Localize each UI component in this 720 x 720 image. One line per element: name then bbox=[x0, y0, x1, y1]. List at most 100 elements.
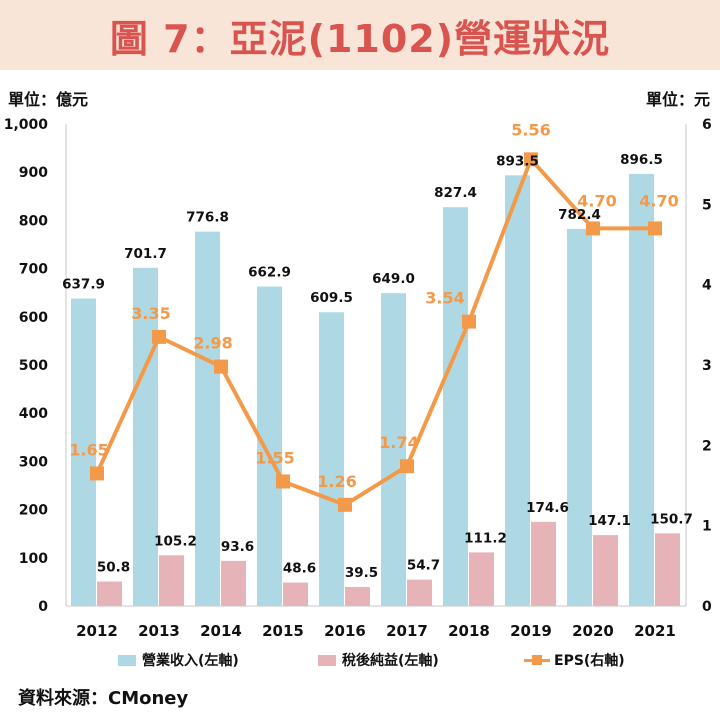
left-axis-tick-label: 1,000 bbox=[4, 117, 49, 133]
net-income-bar bbox=[407, 579, 432, 606]
legend-item-eps: EPS(右軸) bbox=[524, 650, 625, 670]
x-axis-tick-label: 2012 bbox=[76, 622, 118, 640]
eps-marker bbox=[400, 459, 414, 474]
x-axis-tick-label: 2019 bbox=[510, 622, 552, 640]
revenue-bar bbox=[133, 267, 158, 606]
left-axis-tick-label: 0 bbox=[38, 599, 48, 615]
title-banner: 圖 7：亞泥(1102)營運狀況 bbox=[0, 0, 720, 70]
x-axis-tick-label: 2017 bbox=[386, 622, 428, 640]
legend: 營業收入(左軸) 稅後純益(左軸) EPS(右軸) bbox=[0, 650, 720, 674]
right-axis-tick-label: 5 bbox=[702, 197, 712, 213]
eps-data-label: 4.70 bbox=[639, 191, 678, 210]
revenue-bar bbox=[319, 312, 344, 606]
right-axis-tick-label: 2 bbox=[702, 438, 712, 454]
left-axis-tick-label: 800 bbox=[19, 213, 48, 229]
legend-label-net-income: 稅後純益(左軸) bbox=[342, 653, 439, 669]
combo-chart: 0 100 200 300 400 500 600 700 800 900 1,000 0 1 2 3 4 5 6… bbox=[4, 117, 712, 640]
net-income-data-label: 50.8 bbox=[97, 560, 130, 576]
revenue-data-label: 649.0 bbox=[372, 271, 415, 287]
legend-swatch-eps bbox=[524, 654, 550, 666]
eps-data-label: 2.98 bbox=[193, 334, 232, 353]
eps-data-label: 1.26 bbox=[317, 472, 356, 491]
right-axis-tick-label: 6 bbox=[702, 117, 712, 133]
left-axis-tick-label: 500 bbox=[19, 358, 48, 374]
legend-label-revenue: 營業收入(左軸) bbox=[142, 653, 239, 669]
legend-swatch-net-income bbox=[318, 654, 336, 666]
left-axis-unit: 單位：億元 bbox=[8, 90, 89, 109]
x-axis-tick-label: 2015 bbox=[262, 622, 304, 640]
chart-title: 圖 7：亞泥(1102)營運狀況 bbox=[109, 16, 611, 61]
revenue-bar bbox=[505, 175, 530, 606]
eps-data-label: 4.70 bbox=[577, 191, 616, 210]
left-axis-tick-label: 600 bbox=[19, 310, 48, 326]
x-axis-tick-label: 2013 bbox=[138, 622, 180, 640]
eps-line bbox=[95, 157, 655, 507]
eps-marker bbox=[586, 221, 600, 236]
net-income-bar bbox=[97, 581, 122, 606]
net-income-data-label: 105.2 bbox=[154, 533, 197, 549]
revenue-data-label: 637.9 bbox=[62, 277, 105, 293]
left-axis-tick-label: 200 bbox=[19, 503, 48, 519]
net-income-data-label: 174.6 bbox=[526, 500, 569, 516]
revenue-bar bbox=[381, 293, 406, 606]
x-axis-tick-label: 2014 bbox=[200, 622, 242, 640]
x-axis-tick-label: 2021 bbox=[634, 622, 676, 640]
net-income-data-label: 54.7 bbox=[407, 558, 440, 574]
net-income-bar bbox=[531, 521, 556, 606]
right-axis-tick-label: 3 bbox=[702, 358, 712, 374]
revenue-data-label: 609.5 bbox=[310, 290, 353, 306]
eps-data-label: 1.55 bbox=[255, 448, 294, 467]
left-axis-tick-label: 100 bbox=[19, 551, 48, 567]
x-axis-tick-label: 2018 bbox=[448, 622, 490, 640]
net-income-data-label: 39.5 bbox=[345, 565, 378, 581]
legend-item-revenue: 營業收入(左軸) bbox=[118, 650, 239, 670]
revenue-data-label: 827.4 bbox=[434, 185, 477, 201]
eps-marker bbox=[462, 314, 476, 329]
revenue-data-label: 782.4 bbox=[558, 207, 601, 223]
net-income-bar bbox=[469, 552, 494, 606]
net-income-data-label: 150.7 bbox=[650, 511, 693, 527]
net-income-bar bbox=[221, 560, 246, 606]
net-income-bar bbox=[593, 535, 618, 606]
net-income-data-label: 147.1 bbox=[588, 513, 631, 529]
eps-marker bbox=[214, 359, 228, 374]
eps-marker bbox=[338, 497, 352, 512]
net-income-data-label: 111.2 bbox=[464, 530, 507, 546]
legend-label-eps: EPS(右軸) bbox=[554, 653, 625, 669]
left-axis-tick-label: 700 bbox=[19, 262, 48, 278]
revenue-bar bbox=[257, 286, 282, 606]
revenue-bar bbox=[195, 231, 220, 606]
eps-data-label: 1.74 bbox=[379, 433, 418, 452]
revenue-bar bbox=[567, 228, 592, 607]
eps-marker bbox=[152, 329, 166, 344]
x-axis-tick-label: 2020 bbox=[572, 622, 614, 640]
left-axis-tick-label: 900 bbox=[19, 165, 48, 181]
legend-item-net-income: 稅後純益(左軸) bbox=[318, 650, 439, 670]
eps-data-label: 5.56 bbox=[511, 120, 550, 139]
revenue-data-label: 701.7 bbox=[124, 246, 167, 262]
net-income-bar bbox=[159, 555, 184, 606]
right-axis-tick-label: 4 bbox=[702, 278, 712, 294]
revenue-bar bbox=[629, 173, 654, 606]
eps-data-label: 3.54 bbox=[425, 289, 464, 308]
net-income-data-label: 48.6 bbox=[283, 561, 316, 577]
revenue-bar bbox=[71, 298, 96, 606]
net-income-data-label: 93.6 bbox=[221, 539, 254, 555]
eps-data-label: 3.35 bbox=[131, 304, 170, 323]
eps-marker bbox=[648, 221, 662, 236]
revenue-data-label: 662.9 bbox=[248, 264, 291, 280]
source-note: 資料來源：CMoney bbox=[18, 688, 189, 709]
net-income-bar bbox=[345, 586, 370, 606]
net-income-bar bbox=[655, 533, 680, 606]
eps-marker bbox=[524, 152, 538, 167]
legend-swatch-revenue bbox=[118, 654, 136, 666]
eps-marker bbox=[276, 474, 290, 489]
revenue-data-label: 893.5 bbox=[496, 153, 539, 169]
left-axis-tick-label: 400 bbox=[19, 406, 48, 422]
eps-data-label: 1.65 bbox=[69, 440, 108, 459]
right-axis-unit: 單位：元 bbox=[645, 90, 710, 109]
revenue-bar bbox=[443, 207, 468, 606]
right-axis-tick-label: 0 bbox=[702, 599, 712, 615]
eps-marker bbox=[90, 466, 104, 481]
revenue-data-label: 896.5 bbox=[620, 152, 663, 168]
